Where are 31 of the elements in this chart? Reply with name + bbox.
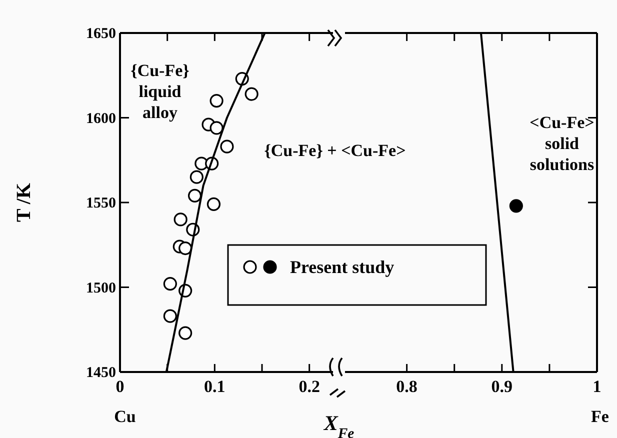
x-tick-label: 0.9 bbox=[491, 377, 513, 396]
y-tick-label: 1450 bbox=[86, 365, 116, 381]
point bbox=[244, 87, 258, 101]
y-tick-label: 1650 bbox=[86, 26, 116, 42]
y-tick-label: 1550 bbox=[86, 196, 116, 212]
legend-label: Present study bbox=[290, 257, 394, 277]
point bbox=[220, 140, 234, 154]
text: Cu bbox=[114, 407, 136, 426]
point bbox=[188, 188, 202, 203]
point bbox=[163, 277, 177, 291]
annotation: <Cu-Fe> solid solutions bbox=[530, 113, 595, 174]
point bbox=[178, 241, 192, 256]
text: Fe bbox=[591, 407, 610, 426]
y-tick-label: 1600 bbox=[86, 110, 116, 127]
point bbox=[210, 121, 224, 135]
x-tick-label: 0.1 bbox=[204, 377, 226, 396]
annotation: {Cu-Fe} liquid alloy bbox=[130, 61, 190, 122]
point bbox=[178, 326, 192, 340]
point bbox=[174, 212, 188, 226]
x-tick-label: 0 bbox=[116, 377, 124, 396]
x-tick-label: 0.2 bbox=[298, 377, 320, 396]
x-axis-title: X$_{Fe}$ bbox=[322, 411, 355, 438]
point bbox=[190, 170, 204, 184]
x-tick-label: 0.8 bbox=[396, 377, 418, 396]
y-tick-label: 1500 bbox=[86, 280, 116, 296]
point bbox=[163, 309, 177, 323]
y-axis-title: T /K bbox=[13, 182, 35, 222]
annotation: {Cu-Fe} + <Cu-Fe> bbox=[264, 141, 406, 160]
x-tick-label: 1 bbox=[592, 377, 602, 396]
point bbox=[206, 197, 221, 211]
point bbox=[210, 94, 224, 108]
